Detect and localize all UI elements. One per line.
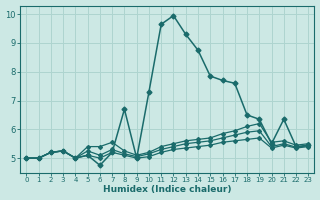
X-axis label: Humidex (Indice chaleur): Humidex (Indice chaleur) [103,185,232,194]
